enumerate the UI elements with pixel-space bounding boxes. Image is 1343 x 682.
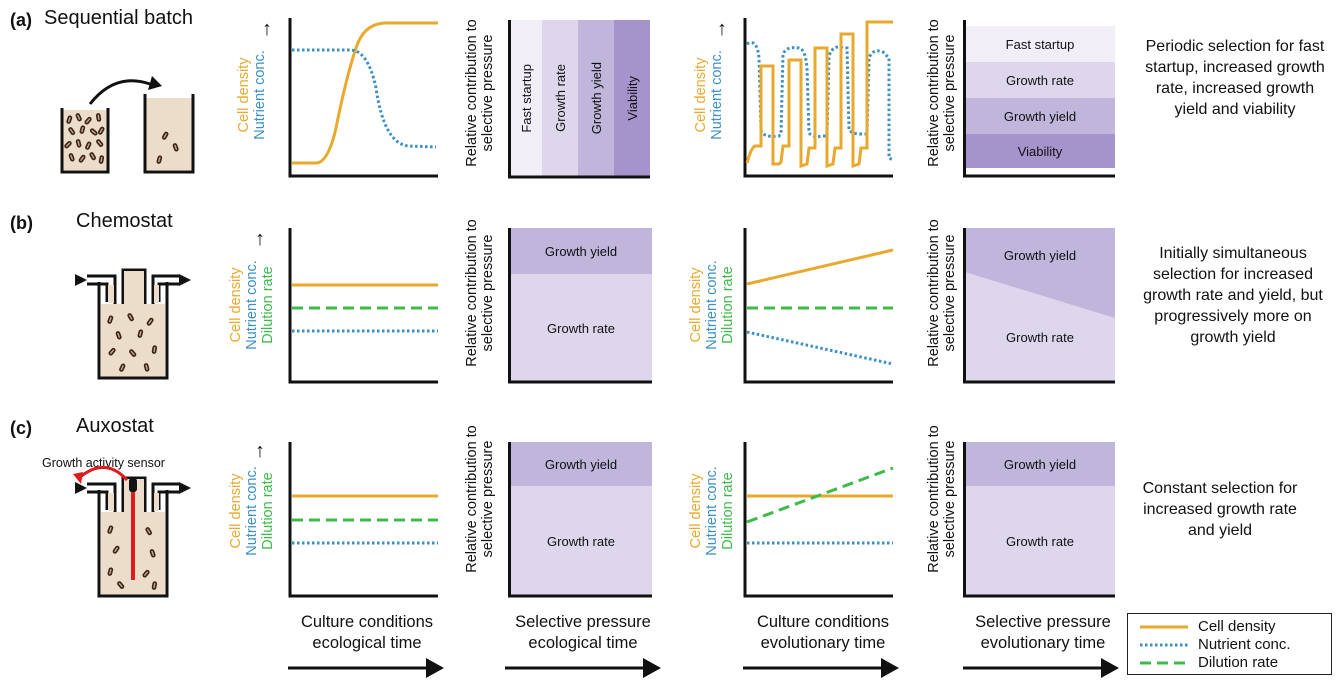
segment-growth-rate: Growth rate — [510, 274, 652, 382]
plot-b-ecological-culture — [288, 228, 438, 384]
sequential-batch-icon — [60, 76, 195, 174]
pressure-ylabel-b-evo: Relative contribution to selective pressu… — [926, 219, 958, 367]
col-3-caption: Culture conditions evolutionary time — [756, 613, 890, 652]
segment-growth-yield: Growth yield — [510, 228, 652, 274]
culture-ylabel-b: Cell density Nutrient conc. Dilution rat… — [228, 260, 276, 350]
time-arrow-icon — [288, 658, 444, 678]
pressure-b-ecological: Growth yield Growth rate — [508, 228, 652, 384]
col-2-caption: Selective pressure ecological time — [515, 613, 651, 652]
chemostat-icon — [75, 268, 191, 380]
culture-ylabel-a: Cell density Nutrient conc. — [236, 50, 268, 140]
plot-c-ecological-culture — [288, 442, 438, 598]
pressure-ylabel-c: Relative contribution to selective pressu… — [464, 425, 496, 573]
segment-growth-rate: Growth rate — [1006, 330, 1074, 345]
up-arrow-icon: ↑ — [255, 440, 265, 462]
segment-fast-startup: Fast startup — [965, 26, 1115, 62]
plot-b-evolutionary-culture — [743, 228, 894, 384]
segment-growth-rate: Growth rate — [965, 62, 1115, 98]
pressure-a-ecological: Fast startup Growth rate Growth yield Vi… — [508, 20, 650, 179]
pressure-a-evolutionary: Fast startup Growth rate Growth yield Vi… — [963, 20, 1115, 178]
segment-growth-yield: Growth yield — [578, 20, 614, 176]
segment-growth-rate: Growth rate — [510, 486, 652, 596]
segment-growth-rate: Growth rate — [542, 20, 578, 176]
culture-ylabel-c: Cell density Nutrient conc. Dilution rat… — [228, 466, 276, 556]
segment-growth-rate: Growth rate — [965, 486, 1115, 596]
row-c-note: Constant selection for increased growth … — [1142, 480, 1298, 539]
segment-growth-yield: Growth yield — [965, 98, 1115, 134]
plot-a-evolutionary-culture — [743, 18, 894, 178]
segment-viability: Viability — [614, 20, 650, 176]
time-arrow-icon — [505, 658, 661, 678]
pressure-ylabel-b: Relative contribution to selective pressu… — [464, 219, 496, 367]
time-arrow-icon — [963, 658, 1119, 678]
sensor-label: Growth activity sensor — [42, 456, 165, 470]
culture-ylabel-b-evo: Cell density Nutrient conc. Dilution rat… — [688, 260, 736, 350]
culture-ylabel-a-evo: Cell density Nutrient conc. — [693, 50, 725, 140]
plot-a-ecological-culture — [288, 18, 438, 178]
row-c-name: Auxostat — [76, 415, 154, 437]
segment-growth-yield: Growth yield — [1003, 248, 1077, 263]
legend-nutrient: Nutrient conc. — [1140, 636, 1291, 653]
row-b-name: Chemostat — [76, 210, 173, 232]
time-arrow-icon — [743, 658, 899, 678]
segment-fast-startup: Fast startup — [510, 20, 542, 176]
row-b-letter: (b) — [10, 213, 33, 233]
legend: Cell density Nutrient conc. Dilution rat… — [1127, 613, 1332, 675]
auxostat-icon — [73, 466, 191, 598]
row-c-letter: (c) — [10, 418, 32, 438]
col-4-caption: Selective pressure evolutionary time — [975, 613, 1111, 652]
segment-viability: Viability — [965, 134, 1115, 168]
segment-growth-yield: Growth yield — [965, 442, 1115, 486]
pressure-ylabel-c-evo: Relative contribution to selective pressu… — [926, 425, 958, 573]
pressure-ylabel-a-evo: Relative contribution to selective pressu… — [926, 19, 958, 167]
row-a-letter: (a) — [10, 10, 32, 30]
row-b-note: Initially simultaneous selection for inc… — [1143, 245, 1323, 346]
plot-c-evolutionary-culture — [743, 442, 894, 598]
pressure-c-evolutionary: Growth yield Growth rate — [963, 442, 1115, 598]
pressure-c-ecological: Growth yield Growth rate — [508, 442, 652, 598]
row-a-name: Sequential batch — [44, 7, 194, 29]
up-arrow-icon: ↑ — [255, 228, 265, 250]
segment-growth-yield: Growth yield — [510, 442, 652, 486]
up-arrow-icon: ↑ — [717, 18, 727, 40]
legend-dilution: Dilution rate — [1140, 654, 1279, 671]
legend-cell-density: Cell density — [1140, 618, 1276, 635]
culture-ylabel-c-evo: Cell density Nutrient conc. Dilution rat… — [688, 466, 736, 556]
up-arrow-icon: ↑ — [262, 18, 272, 40]
pressure-b-evolutionary: Growth yield Growth rate — [963, 228, 1115, 384]
col-1-caption: Culture conditions ecological time — [300, 613, 434, 652]
row-a-note: Periodic selection for fast startup, inc… — [1145, 38, 1325, 118]
pressure-ylabel-a: Relative contribution to selective pressu… — [464, 19, 496, 167]
